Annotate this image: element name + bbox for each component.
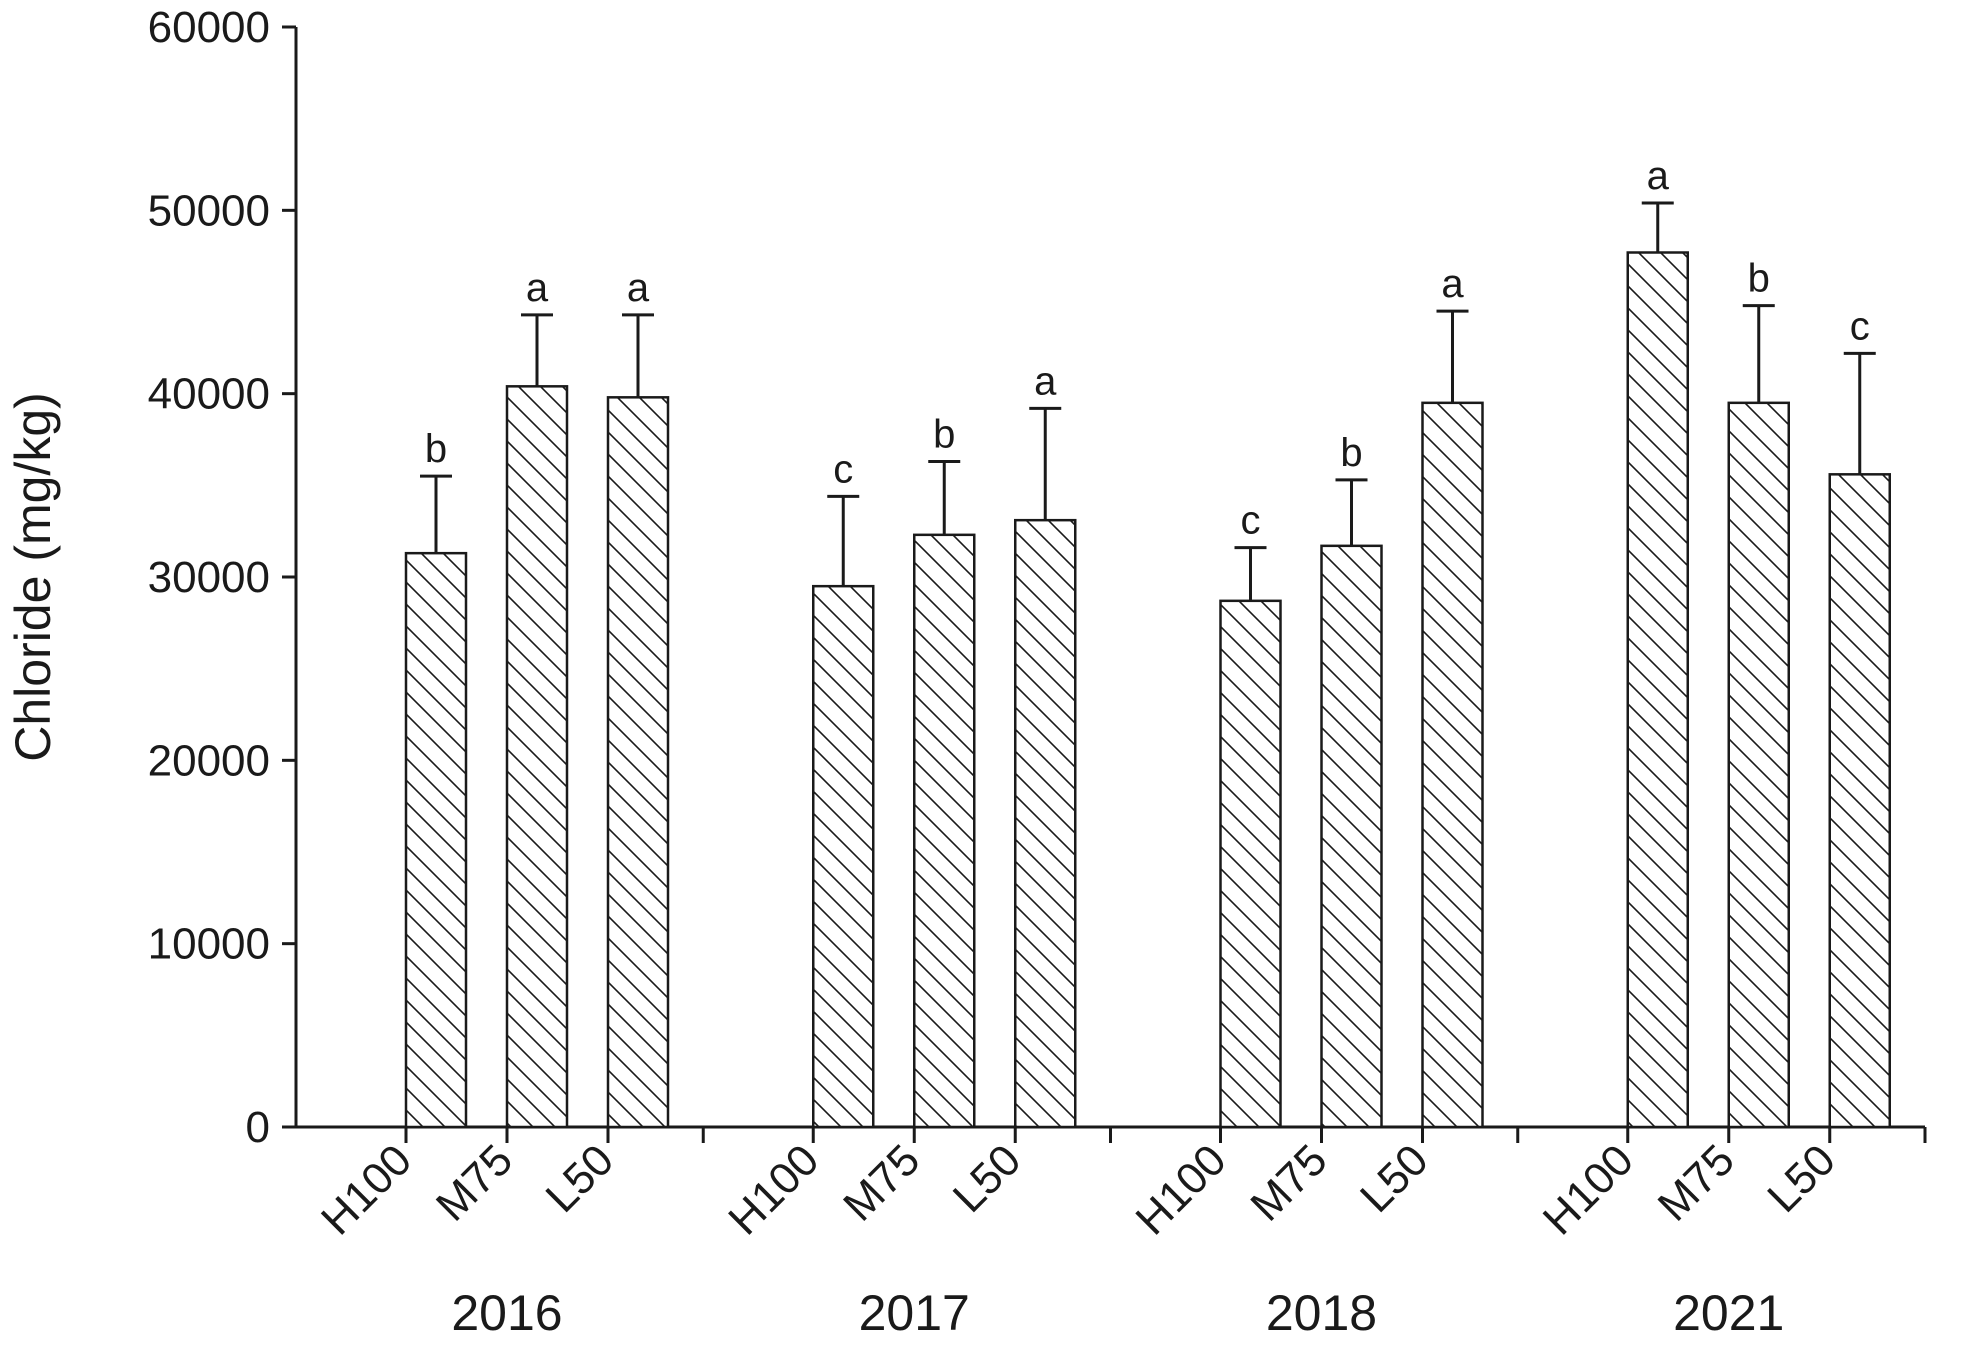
x-tick-label: M75	[427, 1135, 522, 1230]
significance-label: a	[1441, 262, 1464, 306]
y-tick-label: 30000	[148, 553, 270, 602]
bar-2016-H100	[404, 551, 468, 1129]
significance-label: a	[526, 266, 549, 310]
x-tick-label: H100	[312, 1135, 421, 1244]
y-tick-label: 40000	[148, 370, 270, 419]
significance-label: c	[1850, 304, 1870, 348]
x-tick-label: L50	[1758, 1135, 1845, 1222]
x-tick-label: L50	[1351, 1135, 1438, 1222]
y-tick-label: 10000	[148, 920, 270, 969]
significance-label: b	[933, 413, 955, 457]
bar-2018-M75	[1320, 544, 1383, 1129]
bar-2017-L50	[1014, 518, 1077, 1129]
x-tick-label: M75	[834, 1135, 929, 1230]
bar-2017-M75	[913, 533, 976, 1129]
significance-label: c	[833, 447, 853, 491]
y-tick-label: 50000	[148, 186, 270, 235]
bar-2017-H100	[812, 584, 875, 1129]
bar-2018-L50	[1421, 401, 1484, 1129]
significance-label: b	[1340, 431, 1362, 475]
bar-2021-H100	[1626, 251, 1689, 1129]
bar-2021-M75	[1727, 401, 1790, 1129]
significance-label: b	[1748, 257, 1770, 301]
y-axis-title: Chloride (mg/kg)	[5, 392, 61, 762]
x-tick-label: H100	[1127, 1135, 1236, 1244]
y-tick-label: 60000	[148, 3, 270, 52]
group-label: 2016	[451, 1285, 562, 1341]
bar-2016-L50	[606, 396, 670, 1129]
x-tick-label: L50	[537, 1135, 624, 1222]
x-tick-label: L50	[944, 1135, 1031, 1222]
plot-area: b a a c b a c b a a b c	[404, 154, 1891, 1129]
group-label: 2017	[859, 1285, 970, 1341]
x-tick-label: M75	[1649, 1135, 1744, 1230]
group-label: 2021	[1673, 1285, 1784, 1341]
bar-2016-M75	[505, 385, 569, 1129]
bar-2021-L50	[1828, 473, 1891, 1129]
significance-label: b	[425, 427, 447, 471]
x-tick-label: H100	[719, 1135, 828, 1244]
y-tick-label: 0	[246, 1103, 270, 1152]
significance-label: a	[627, 266, 650, 310]
y-tick-label: 20000	[148, 736, 270, 785]
significance-label: a	[1647, 154, 1670, 198]
x-tick-label: H100	[1534, 1135, 1643, 1244]
significance-label: c	[1241, 499, 1261, 543]
significance-label: a	[1034, 359, 1057, 403]
y-axis: 0 10000 20000 30000 40000 50000 60000	[148, 3, 298, 1152]
bar-2018-H100	[1219, 599, 1282, 1129]
group-label: 2018	[1266, 1285, 1377, 1341]
x-tick-label: M75	[1241, 1135, 1336, 1230]
